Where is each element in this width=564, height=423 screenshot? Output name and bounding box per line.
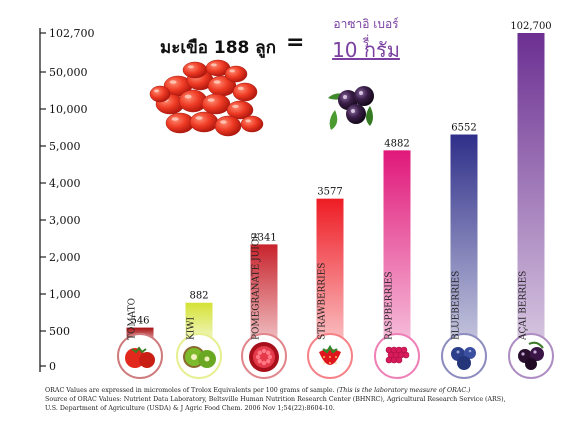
pomegranate-icon <box>241 333 287 379</box>
bar-strawberries <box>316 198 344 342</box>
category-label: AÇAI BERRIES <box>519 271 529 341</box>
y-tick-label: 500 <box>49 325 70 338</box>
equals-sign: = <box>286 30 305 55</box>
value-label: 882 <box>189 291 208 302</box>
footnote-line-2: Source of ORAC Values: Nutrient Data Lab… <box>45 396 506 403</box>
acai-amount: 10 กรัม <box>332 38 400 62</box>
value-label: 2341 <box>251 232 276 243</box>
tomato-caption: มะเขือ 188 ลูก <box>160 38 277 58</box>
value-label: 3577 <box>317 187 342 198</box>
value-label: 6552 <box>451 123 476 134</box>
blueberry-icon <box>441 333 487 379</box>
tomato-icon <box>117 333 163 379</box>
footnote-line-1: ORAC Values are expressed in micromoles … <box>45 387 471 394</box>
strawberry-icon <box>307 333 353 379</box>
category-label: TOMATO <box>128 298 138 340</box>
y-tick-label: 50,000 <box>49 66 88 79</box>
category-label: STRAWBERRIES <box>318 263 328 340</box>
fruit-icons <box>117 333 554 379</box>
y-tick-label: 4,000 <box>49 177 81 190</box>
y-tick-label: 1,000 <box>49 288 81 301</box>
footnote-line-3: U.S. Department of Agriculture (USDA) & … <box>45 405 335 412</box>
footnote: ORAC Values are expressed in micromoles … <box>45 386 545 413</box>
category-label: KIWI <box>187 316 197 340</box>
value-label: 4882 <box>384 138 409 149</box>
category-label: RASPBERRIES <box>385 271 395 340</box>
category-label: POMEGRANATE JUICE <box>252 233 262 340</box>
bar-blueberries <box>450 134 478 342</box>
y-tick-label: 3,000 <box>49 214 81 227</box>
bars <box>126 33 545 342</box>
kiwi-icon <box>176 333 222 379</box>
acai-cluster-icon <box>328 86 374 130</box>
y-tick-label: 10,000 <box>49 103 88 116</box>
bar-raspberries <box>383 150 411 342</box>
acai-caption: อาซาอิ เบอร์รี่ <box>333 17 399 50</box>
bar-pomegranate-juice <box>250 244 278 342</box>
category-label: BLUEBERRIES <box>452 271 462 340</box>
y-tick-label: 102,700 <box>49 27 95 40</box>
value-label: 546 <box>130 316 149 327</box>
acai-berry-icon <box>508 333 554 379</box>
value-label: 102,700 <box>510 21 551 32</box>
y-tick-label: 2,000 <box>49 251 81 264</box>
y-tick-label: 0 <box>49 360 56 373</box>
bar-a-ai-berries <box>517 33 545 342</box>
y-tick-label: 5,000 <box>49 140 81 153</box>
tomato-pile-icon <box>149 59 264 137</box>
footnote-italic: (This is the laboratory measure of ORAC.… <box>336 387 471 394</box>
raspberry-icon <box>374 333 420 379</box>
y-axis: 0 500 1,000 2,000 3,000 4,000 5,000 10,000 50,00… <box>39 27 95 373</box>
